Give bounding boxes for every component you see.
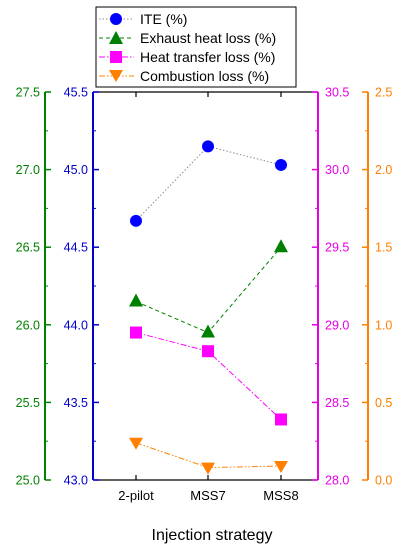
legend-label-exhaust: Exhaust heat loss (%) xyxy=(140,30,276,46)
x-axis-title: Injection strategy xyxy=(152,527,273,544)
series-1-point-2 xyxy=(274,239,288,253)
x-tick-label-1: MSS7 xyxy=(190,488,225,503)
legend-marker-heat xyxy=(110,51,122,63)
series-lines xyxy=(135,145,282,469)
series-3-point-1 xyxy=(201,462,215,475)
series-3-point-2 xyxy=(274,461,288,474)
legend-marker-ite xyxy=(110,13,122,25)
ite-tick-label: 43.5 xyxy=(64,396,88,410)
x-tick-label-2: MSS8 xyxy=(263,488,298,503)
ite-tick-label: 45.5 xyxy=(64,86,88,100)
heat-tick-label: 29.0 xyxy=(325,318,349,332)
ite-tick-label: 43.0 xyxy=(64,474,88,488)
exhaust-tick-label: 27.5 xyxy=(16,86,40,100)
ite-tick-label: 44.0 xyxy=(64,318,88,332)
combustion-tick-label: 1.0 xyxy=(375,318,392,332)
heat-tick-label: 28.0 xyxy=(325,474,349,488)
series-2-point-1 xyxy=(202,345,214,358)
legend-entry-exhaust: Exhaust heat loss (%) xyxy=(99,30,276,46)
legend-marker-combustion xyxy=(109,70,123,82)
series-1-point-0 xyxy=(129,293,143,307)
heat-tick-label: 30.0 xyxy=(325,163,349,177)
ite-tick-label: 44.5 xyxy=(64,241,88,255)
heat-tick-label: 30.5 xyxy=(325,86,349,100)
heat-tick-label: 28.5 xyxy=(325,396,349,410)
series-3-point-0 xyxy=(129,437,143,450)
series-0-point-0 xyxy=(130,214,142,227)
legend-label-heat: Heat transfer loss (%) xyxy=(140,49,275,65)
legend-entry-ite: ITE (%) xyxy=(99,11,187,27)
series-1-point-1 xyxy=(201,324,215,338)
series-0-point-2 xyxy=(275,158,287,171)
legend-label-combustion: Combustion loss (%) xyxy=(140,68,269,84)
heat-tick-label: 29.5 xyxy=(325,241,349,255)
legend-entry-heat: Heat transfer loss (%) xyxy=(99,49,275,65)
exhaust-tick-label: 27.0 xyxy=(16,163,40,177)
series-2-point-0 xyxy=(130,326,142,339)
x-tick-label-0: 2-pilot xyxy=(118,488,154,503)
combustion-tick-label: 0.0 xyxy=(375,474,392,488)
ite-tick-label: 45.0 xyxy=(64,163,88,177)
legend-marker-exhaust xyxy=(109,31,123,44)
series-0-point-1 xyxy=(202,140,214,153)
exhaust-tick-label: 25.5 xyxy=(16,396,40,410)
exhaust-tick-label: 26.5 xyxy=(16,241,40,255)
series-line-1 xyxy=(135,246,282,334)
legend-box xyxy=(95,6,297,88)
exhaust-tick-label: 26.0 xyxy=(16,318,40,332)
series-line-0 xyxy=(135,145,282,222)
series-markers xyxy=(129,140,288,475)
exhaust-tick-label: 25.0 xyxy=(16,474,40,488)
legend-entry-combustion: Combustion loss (%) xyxy=(99,68,269,84)
combustion-tick-label: 0.5 xyxy=(375,396,392,410)
axis-ticks: 25.0 25.5 26.0 26.5 27.0 27.5 43.0 43.5 44.0 44.5… xyxy=(16,86,393,488)
combustion-tick-label: 2.0 xyxy=(375,163,392,177)
legend-label-ite: ITE (%) xyxy=(140,11,187,27)
legend: ITE (%) Exhaust heat loss (%) Heat trans… xyxy=(95,6,297,88)
combustion-tick-label: 1.5 xyxy=(375,241,392,255)
combustion-tick-label: 2.5 xyxy=(375,86,392,100)
series-2-point-2 xyxy=(275,413,287,426)
